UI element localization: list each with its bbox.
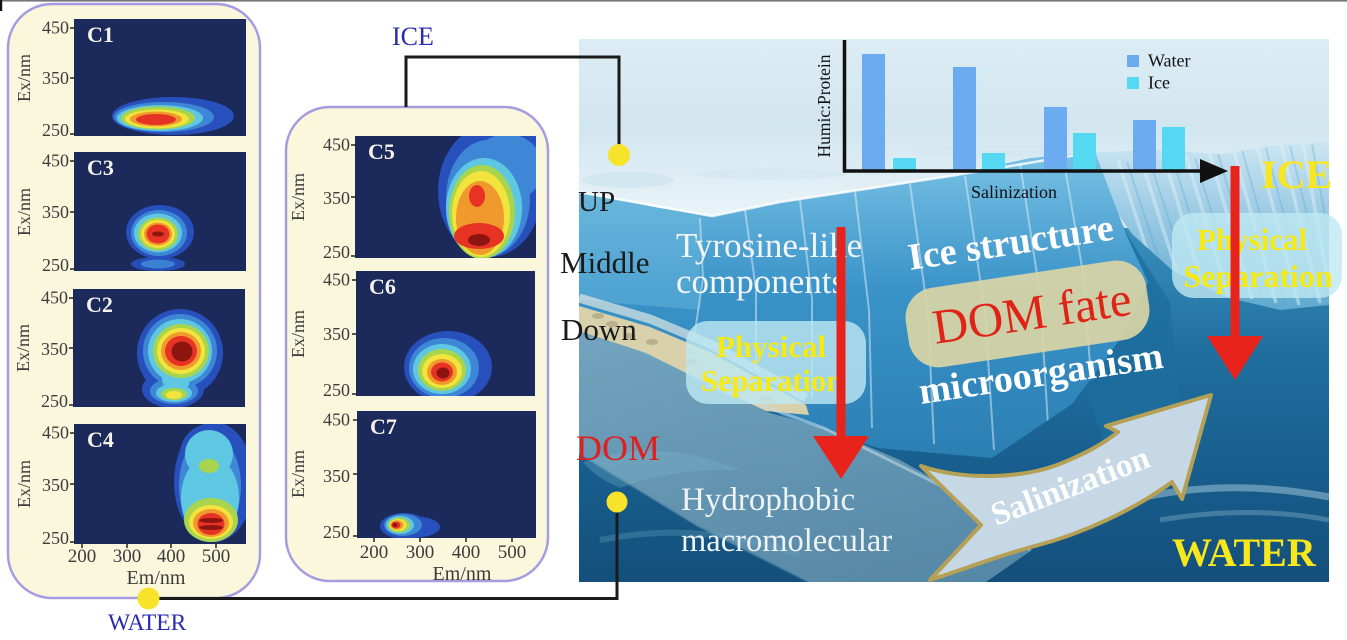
svg-text:Ex/nm: Ex/nm xyxy=(288,173,308,221)
svg-text:350: 350 xyxy=(42,68,69,88)
svg-text:Ice: Ice xyxy=(1148,73,1170,93)
svg-text:450: 450 xyxy=(42,18,69,38)
svg-text:Em/nm: Em/nm xyxy=(433,563,492,585)
svg-text:450: 450 xyxy=(42,151,69,171)
svg-text:350: 350 xyxy=(323,188,350,208)
svg-text:500: 500 xyxy=(202,546,231,567)
svg-text:350: 350 xyxy=(323,324,350,344)
svg-text:Ex/nm: Ex/nm xyxy=(288,450,308,498)
svg-text:UP: UP xyxy=(578,186,615,218)
svg-text:Down: Down xyxy=(561,312,637,347)
svg-text:Humic:Protein: Humic:Protein xyxy=(814,54,834,157)
svg-text:DOM: DOM xyxy=(576,428,660,468)
svg-text:Hydrophobic: Hydrophobic xyxy=(681,482,855,518)
svg-text:450: 450 xyxy=(323,410,350,430)
svg-text:ICE: ICE xyxy=(1261,152,1332,197)
svg-text:450: 450 xyxy=(41,288,68,308)
svg-text:WATER: WATER xyxy=(108,610,187,636)
svg-text:350: 350 xyxy=(42,202,69,222)
svg-text:250: 250 xyxy=(323,242,350,262)
svg-text:Separation: Separation xyxy=(1183,258,1333,294)
svg-text:Ex/nm: Ex/nm xyxy=(14,54,34,102)
svg-text:ICE: ICE xyxy=(392,22,434,51)
svg-text:250: 250 xyxy=(323,522,350,542)
svg-text:350: 350 xyxy=(41,339,68,359)
svg-text:Ex/nm: Ex/nm xyxy=(14,460,34,508)
svg-text:Physical: Physical xyxy=(716,329,827,364)
svg-text:C5: C5 xyxy=(368,139,395,164)
svg-text:450: 450 xyxy=(323,270,350,290)
svg-text:Tyrosine-like: Tyrosine-like xyxy=(676,226,862,265)
svg-text:Ex/nm: Ex/nm xyxy=(13,324,33,372)
svg-text:250: 250 xyxy=(41,391,68,411)
svg-text:Ex/nm: Ex/nm xyxy=(14,188,34,236)
svg-text:macromolecular: macromolecular xyxy=(681,523,892,559)
svg-text:350: 350 xyxy=(42,475,69,495)
svg-text:C1: C1 xyxy=(87,22,114,47)
svg-text:C3: C3 xyxy=(87,155,114,180)
svg-text:400: 400 xyxy=(452,542,481,563)
svg-text:Water: Water xyxy=(1148,51,1191,71)
svg-text:Middle: Middle xyxy=(560,245,650,280)
svg-text:C2: C2 xyxy=(86,292,113,317)
svg-text:Salinization: Salinization xyxy=(971,182,1057,202)
svg-text:200: 200 xyxy=(360,542,389,563)
svg-text:Separation: Separation xyxy=(701,364,843,398)
svg-text:C4: C4 xyxy=(87,427,114,452)
svg-text:Em/nm: Em/nm xyxy=(127,567,186,589)
svg-text:250: 250 xyxy=(42,120,69,140)
svg-text:450: 450 xyxy=(42,423,69,443)
svg-text:350: 350 xyxy=(323,466,350,486)
svg-text:450: 450 xyxy=(323,135,350,155)
svg-text:components: components xyxy=(676,262,845,301)
svg-text:300: 300 xyxy=(406,542,435,563)
svg-text:250: 250 xyxy=(42,255,69,275)
svg-text:Ex/nm: Ex/nm xyxy=(288,310,308,358)
svg-text:Physical: Physical xyxy=(1197,222,1308,257)
svg-text:500: 500 xyxy=(498,542,527,563)
svg-text:C7: C7 xyxy=(370,414,397,439)
svg-text:WATER: WATER xyxy=(1172,530,1317,575)
svg-text:250: 250 xyxy=(323,380,350,400)
svg-text:300: 300 xyxy=(113,546,142,567)
svg-text:400: 400 xyxy=(157,546,186,567)
svg-text:250: 250 xyxy=(42,528,69,548)
svg-text:C6: C6 xyxy=(369,274,396,299)
svg-text:200: 200 xyxy=(68,546,97,567)
